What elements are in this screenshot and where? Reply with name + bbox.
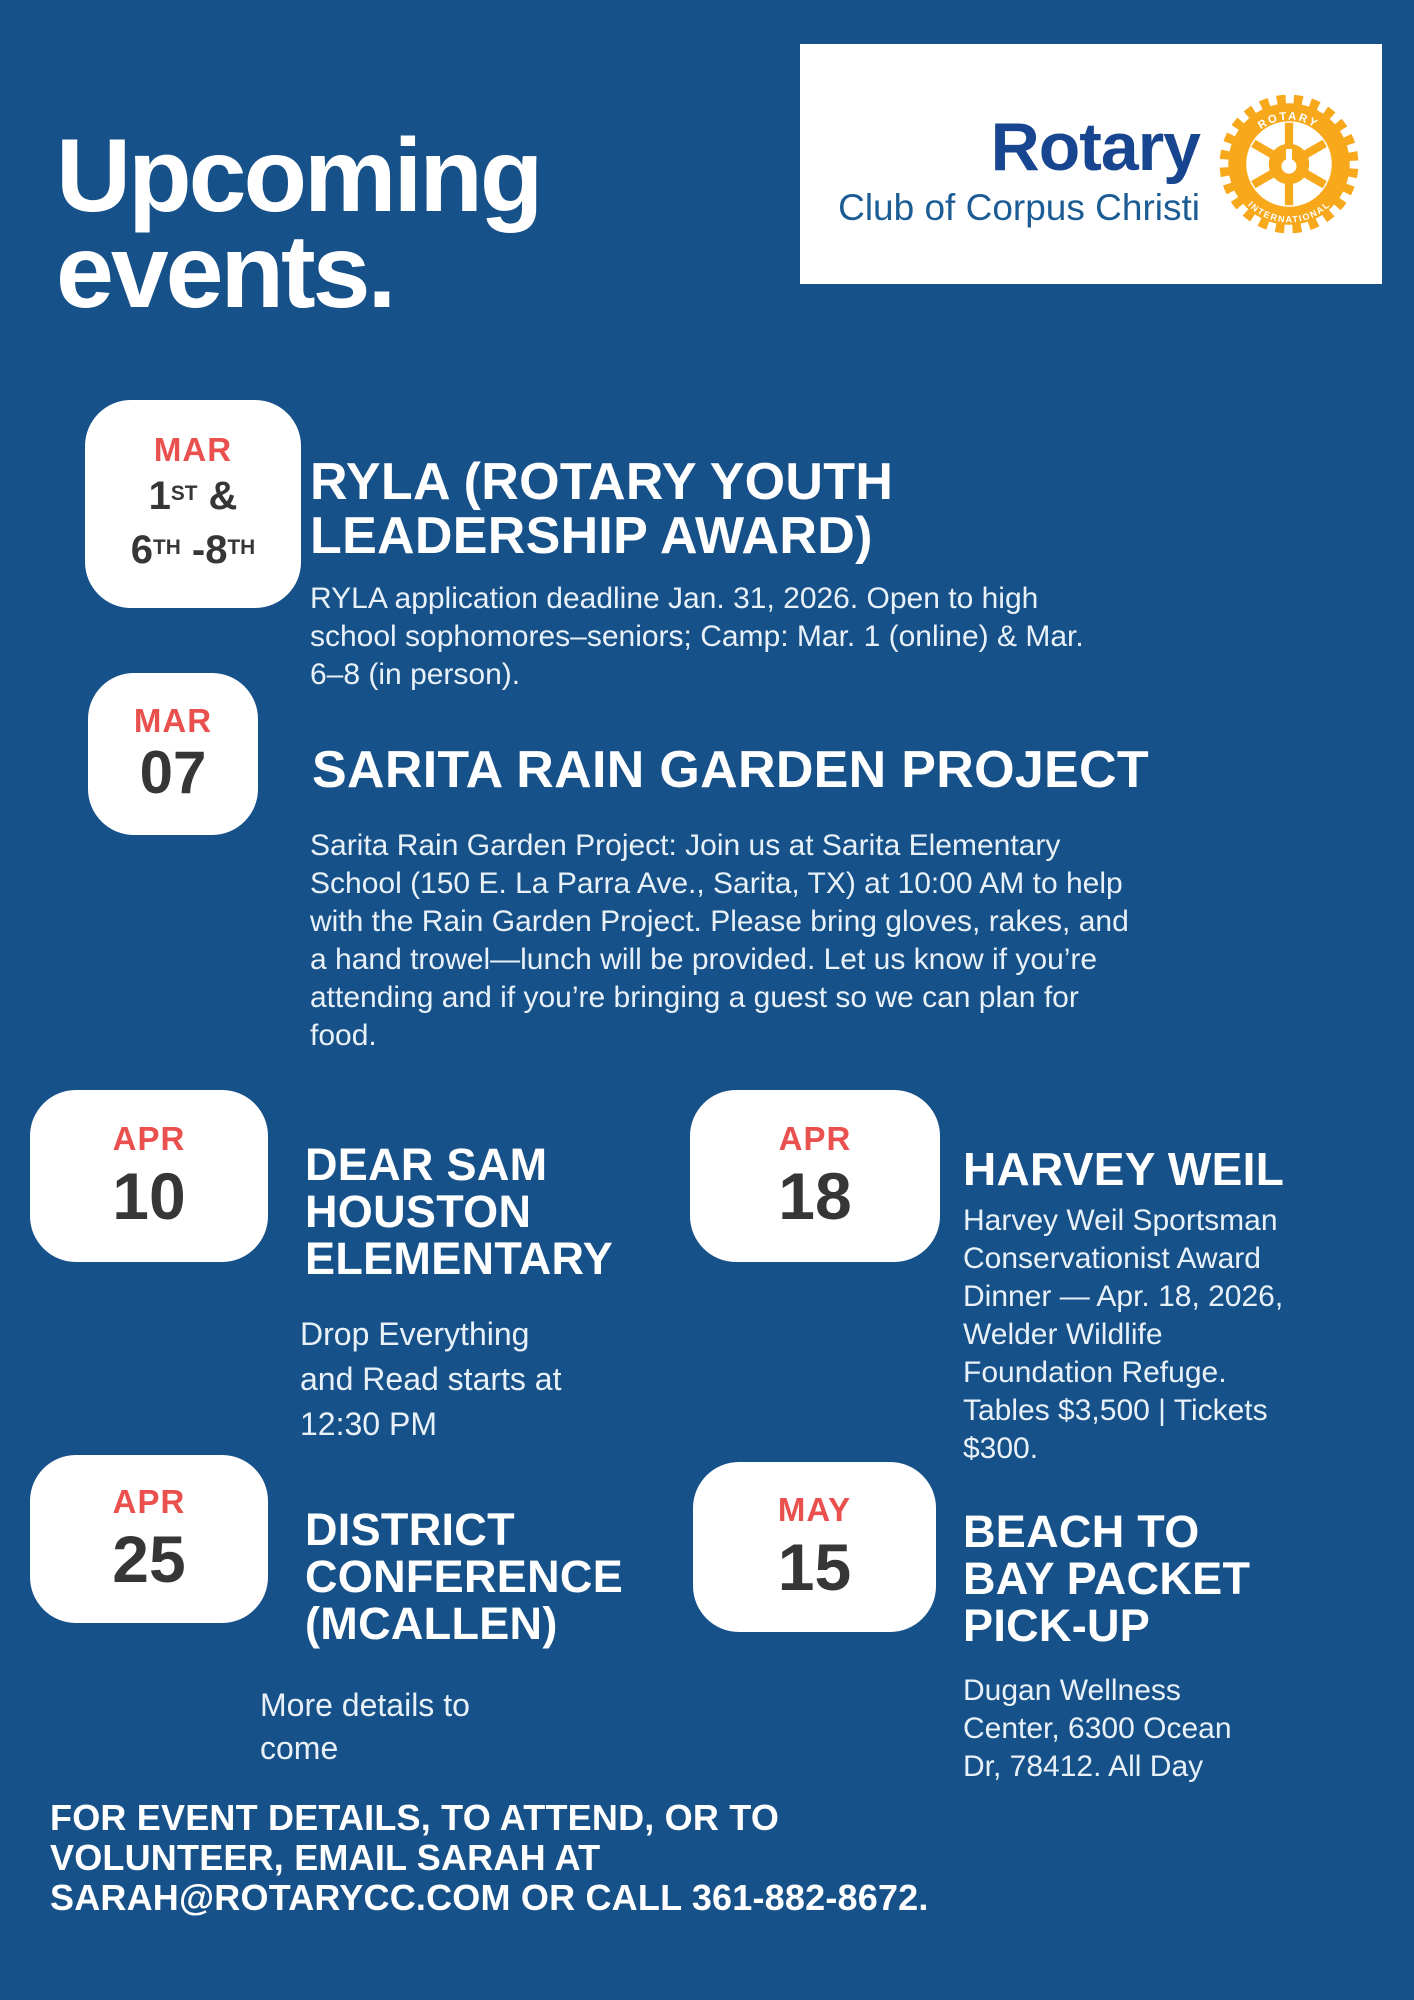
event-title-line: RYLA (ROTARY YOUTH (310, 453, 894, 512)
page-title-line: Upcoming (56, 117, 543, 234)
date-month: APR (112, 1483, 186, 1521)
event-title-line: HARVEY WEIL (963, 1143, 1285, 1196)
date-day: 07 (139, 738, 207, 806)
rotary-brand-name: Rotary (990, 109, 1201, 185)
rotary-wheel-icon: ROTARY INTERNATIONAL (1219, 94, 1359, 234)
date-month: APR (112, 1120, 186, 1158)
event-title-sarita: SARITA RAIN GARDEN PROJECT (312, 743, 1149, 797)
event-description-ryla: RYLA application deadline Jan. 31, 2026.… (310, 582, 1084, 691)
date-month: MAY (777, 1491, 852, 1529)
rotary-club-subtitle: Club of Corpus Christi (838, 187, 1200, 228)
date-card-apr-18: APR 18 (690, 1090, 940, 1262)
date-card-mar-1-6-8: MAR 1ST & 6TH -8TH (85, 400, 301, 608)
footer-contact-info: FOR EVENT DETAILS, TO ATTEND, OR TO VOLU… (50, 1798, 929, 1918)
page-title: Upcoming events. (56, 117, 543, 331)
event-title-line: DISTRICT (305, 1504, 515, 1556)
date-day: 10 (112, 1159, 186, 1234)
date-month: MAR (153, 431, 233, 469)
footer-line: VOLUNTEER, EMAIL SARAH AT (50, 1837, 601, 1878)
event-title-district-conference: DISTRICT CONFERENCE (MCALLEN) (305, 1507, 623, 1647)
event-title-line: ELEMENTARY (305, 1232, 614, 1284)
event-title-line: BEACH TO (963, 1506, 1200, 1558)
event-description-dear-sam-houston: Drop Everything and Read starts at 12:30… (300, 1316, 562, 1442)
date-card-mar-07: MAR 07 (88, 673, 258, 835)
event-title-line: (MCALLEN) (305, 1597, 558, 1649)
event-title-line: SARITA RAIN GARDEN PROJECT (312, 741, 1149, 800)
date-month: APR (778, 1120, 852, 1158)
event-title-line: PICK-UP (963, 1599, 1151, 1651)
date-day: 25 (112, 1522, 186, 1597)
date-day-line: 1ST & (148, 473, 238, 518)
event-title-line: DEAR SAM (305, 1139, 548, 1191)
rotary-logo-box: Rotary Club of Corpus Christi ROTARY IN (800, 44, 1382, 284)
event-description-beach-to-bay: Dugan Wellness Center, 6300 Ocean Dr, 78… (963, 1674, 1232, 1783)
footer-line: FOR EVENT DETAILS, TO ATTEND, OR TO (50, 1797, 780, 1838)
event-title-dear-sam-houston: DEAR SAM HOUSTON ELEMENTARY (305, 1142, 613, 1282)
date-card-apr-10: APR 10 (30, 1090, 268, 1262)
event-title-ryla: RYLA (ROTARY YOUTH LEADERSHIP AWARD) (310, 455, 893, 563)
page-title-line: events. (56, 214, 396, 331)
date-card-apr-25: APR 25 (30, 1455, 268, 1623)
footer-line: SARAH@ROTARYCC.COM OR CALL 361-882-8672. (50, 1877, 929, 1918)
event-title-line: CONFERENCE (305, 1551, 624, 1603)
date-day: 18 (778, 1159, 852, 1234)
event-description-sarita: Sarita Rain Garden Project: Join us at S… (310, 829, 1129, 1052)
event-description-harvey-weil: Harvey Weil Sportsman Conservationist Aw… (963, 1204, 1284, 1465)
date-day: 15 (777, 1530, 852, 1605)
event-title-line: HOUSTON (305, 1186, 532, 1238)
date-card-may-15: MAY 15 (693, 1462, 936, 1632)
rotary-logo-text: Rotary Club of Corpus Christi (838, 109, 1201, 229)
event-title-line: BAY PACKET (963, 1553, 1251, 1605)
event-description-district-conference: More details to come (260, 1687, 470, 1766)
event-title-beach-to-bay: BEACH TO BAY PACKET PICK-UP (963, 1509, 1250, 1649)
event-title-line: LEADERSHIP AWARD) (310, 507, 873, 566)
date-day-line: 6TH -8TH (130, 527, 256, 572)
event-title-harvey-weil: HARVEY WEIL (963, 1143, 1285, 1196)
date-month: MAR (133, 702, 213, 740)
